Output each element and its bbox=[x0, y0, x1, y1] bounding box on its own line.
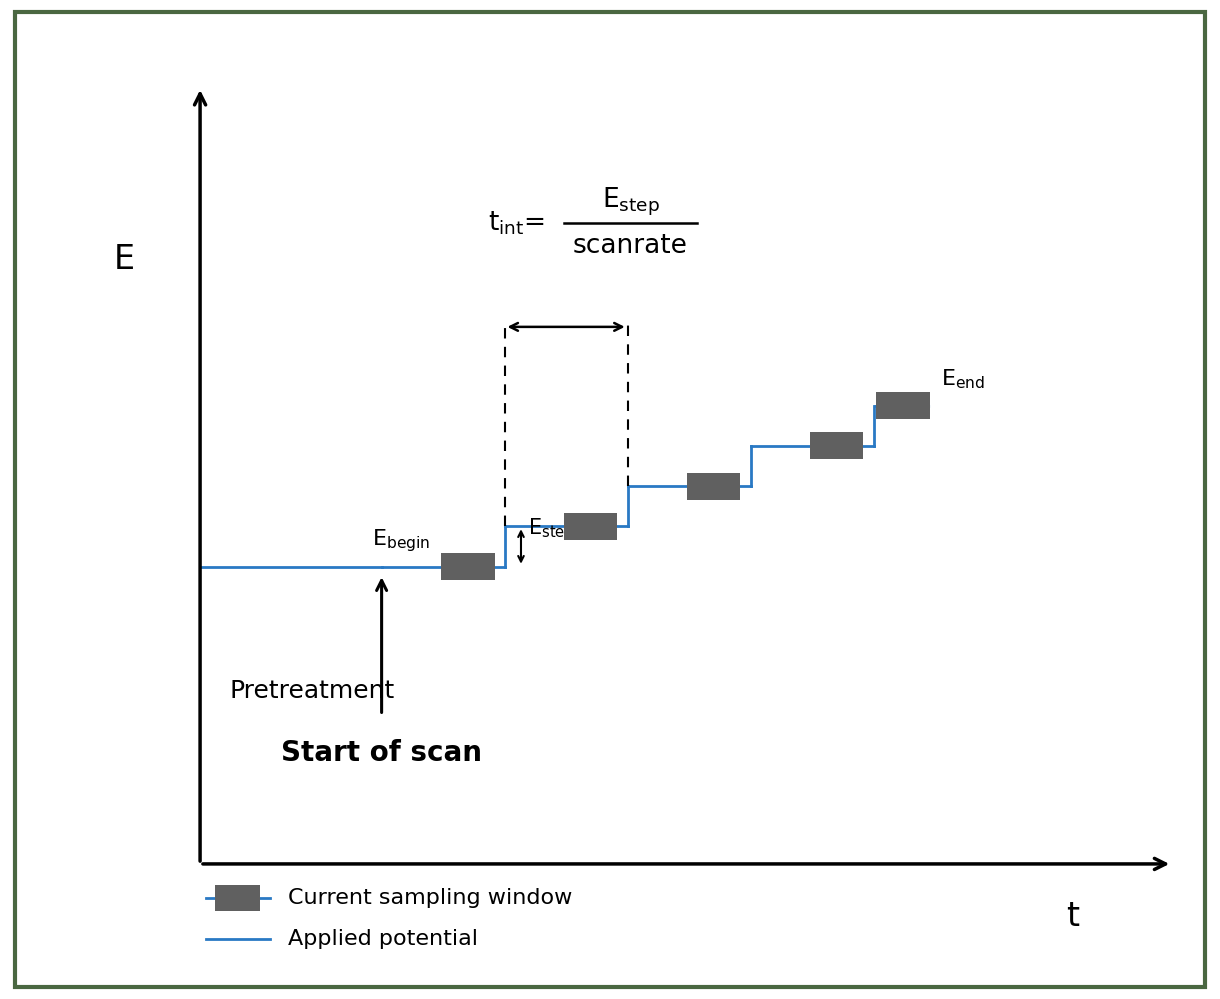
Bar bbox=[440, 553, 494, 580]
Bar bbox=[215, 885, 260, 911]
Text: E$_{\mathregular{step}}$: E$_{\mathregular{step}}$ bbox=[601, 186, 660, 219]
Bar bbox=[687, 473, 741, 500]
Text: E$_{\mathregular{end}}$: E$_{\mathregular{end}}$ bbox=[942, 368, 986, 392]
Text: scanrate: scanrate bbox=[573, 234, 688, 260]
Text: t$_{\mathregular{int}}$=: t$_{\mathregular{int}}$= bbox=[488, 210, 545, 237]
Bar bbox=[810, 433, 864, 460]
Text: E$_{\mathregular{begin}}$: E$_{\mathregular{begin}}$ bbox=[372, 527, 431, 554]
Text: Pretreatment: Pretreatment bbox=[229, 679, 394, 703]
Text: Start of scan: Start of scan bbox=[281, 739, 482, 767]
Text: Current sampling window: Current sampling window bbox=[288, 887, 572, 907]
Bar bbox=[564, 512, 617, 539]
Text: E: E bbox=[113, 243, 134, 277]
Text: Applied potential: Applied potential bbox=[288, 929, 478, 949]
Text: t: t bbox=[1066, 900, 1080, 933]
Bar bbox=[876, 392, 930, 419]
Text: E$_{\mathregular{step}}$: E$_{\mathregular{step}}$ bbox=[528, 515, 575, 542]
